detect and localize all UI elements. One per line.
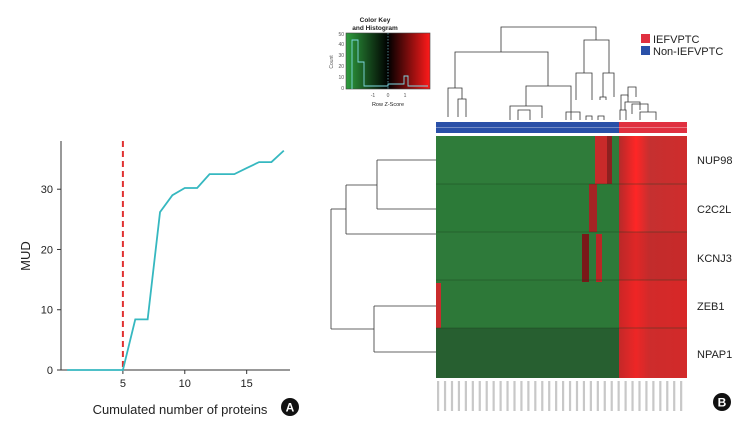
column-label-mark xyxy=(645,381,648,411)
column-label-mark xyxy=(596,381,599,411)
column-label-mark xyxy=(568,381,572,411)
heatmap-body xyxy=(436,136,687,378)
color-key-ylabel: Count xyxy=(329,55,335,69)
key-ytick: 30 xyxy=(338,53,344,59)
column-label-mark xyxy=(680,381,683,411)
column-label-mark xyxy=(603,381,606,411)
column-label-mark xyxy=(652,381,655,411)
column-label-mark xyxy=(575,381,579,411)
legend-label-iefvptc: IEFVPTC xyxy=(653,34,700,46)
column-label-mark xyxy=(527,381,530,411)
column-label-mark xyxy=(562,381,565,411)
x-tick-label: 15 xyxy=(241,378,253,390)
heatmap-cell-row3-green xyxy=(436,232,619,280)
column-label-mark xyxy=(610,381,613,411)
row-label: KCNJ3 xyxy=(697,253,732,265)
column-label-mark xyxy=(457,381,461,411)
x-tick-label: 10 xyxy=(179,378,191,390)
column-label-mark xyxy=(471,381,474,411)
heatmap-cell-highlight xyxy=(596,234,602,282)
color-key-title: Color Key xyxy=(360,17,391,24)
column-label-mark xyxy=(659,381,662,411)
legend-label-non-iefvptc: Non-IEFVPTC xyxy=(653,46,723,58)
y-axis-label: MUD xyxy=(18,241,33,271)
heatmap-cell-row1-green xyxy=(436,136,619,184)
column-label-mark xyxy=(492,381,495,411)
mud-series-line xyxy=(67,149,285,371)
key-ytick: 40 xyxy=(338,42,344,48)
panel-label-b: B xyxy=(713,393,731,411)
color-key-xlabel: Row Z-Score xyxy=(372,102,404,108)
panel-label-b-text: B xyxy=(718,396,727,410)
column-label-mark xyxy=(485,381,488,411)
row-labels: NUP98 C2C2L KCNJ3 ZEB1 NPAP1 xyxy=(697,155,732,361)
key-xtick: 0 xyxy=(387,93,390,99)
column-label-mark xyxy=(548,381,551,411)
y-tick-label: 20 xyxy=(41,244,53,256)
column-label-mark xyxy=(499,381,502,411)
legend-swatch-iefvptc xyxy=(641,34,650,43)
heatmap-cell-highlight xyxy=(595,136,607,184)
heatmap-cell-highlight xyxy=(589,184,597,232)
key-ytick: 0 xyxy=(341,86,344,92)
column-label-mark xyxy=(506,381,509,411)
color-key-histogram xyxy=(351,39,428,89)
row-label: C2C2L xyxy=(697,204,731,216)
column-label-mark xyxy=(673,381,676,411)
color-key: Color Key and Histogram 0 10 20 30 40 50… xyxy=(329,17,431,108)
row-label: ZEB1 xyxy=(697,301,725,313)
column-label-mark xyxy=(520,381,523,411)
y-tick-label: 30 xyxy=(41,184,53,196)
column-label-mark xyxy=(541,381,544,411)
color-key-subtitle: and Histogram xyxy=(352,25,398,32)
heatmap-cell-highlight xyxy=(607,136,612,184)
column-label-mark xyxy=(631,381,634,411)
column-label-mark xyxy=(617,381,620,411)
column-label-mark xyxy=(555,381,558,411)
x-tick-label: 5 xyxy=(120,378,126,390)
key-ytick: 20 xyxy=(338,64,344,70)
column-label-mark xyxy=(624,381,627,411)
row-dendrogram xyxy=(330,159,436,353)
x-axis-label: Cumulated number of proteins xyxy=(93,402,268,417)
y-ticks: 0 10 20 30 xyxy=(41,184,61,377)
row-label: NUP98 xyxy=(697,155,732,167)
key-ytick: 50 xyxy=(338,32,344,38)
column-label-mark xyxy=(666,381,669,411)
key-ytick: 10 xyxy=(338,75,344,81)
key-xtick: -1 xyxy=(371,93,376,99)
color-key-yticks: 0 10 20 30 40 50 xyxy=(338,32,344,92)
column-label-mark xyxy=(443,381,447,411)
column-label-mark xyxy=(582,381,586,411)
y-tick-label: 10 xyxy=(41,305,53,317)
panel-label-a: A xyxy=(281,398,299,416)
column-label-mark xyxy=(464,381,467,411)
column-label-mark xyxy=(513,381,516,411)
column-label-mark xyxy=(437,381,440,411)
heatmap-cell-highlight xyxy=(436,283,441,328)
column-label-mark xyxy=(450,381,454,411)
row-label: NPAP1 xyxy=(697,349,732,361)
column-label-mark xyxy=(638,381,641,411)
heatmap-cell-highlight xyxy=(582,234,589,282)
heatmap-cell-row4-green xyxy=(436,280,619,328)
heatmap-panel-b: Color Key and Histogram 0 10 20 30 40 50… xyxy=(329,17,732,411)
line-chart-panel-a: 0 10 20 30 5 10 15 MUD Cumulated number of pr… xyxy=(18,141,299,417)
y-tick-label: 0 xyxy=(47,365,53,377)
heatmap-cell-row5-green xyxy=(436,328,619,378)
group-legend: IEFVPTC Non-IEFVPTC xyxy=(641,34,723,58)
column-label-mark xyxy=(589,381,592,411)
x-ticks: 5 10 15 xyxy=(120,370,253,390)
panel-label-a-text: A xyxy=(286,401,295,415)
key-xtick: 1 xyxy=(404,93,407,99)
column-dendrogram xyxy=(447,26,657,120)
legend-swatch-non-iefvptc xyxy=(641,46,650,55)
heatmap-cell-row2-green xyxy=(436,184,619,232)
column-labels xyxy=(437,381,683,411)
column-label-mark xyxy=(478,381,481,411)
column-label-mark xyxy=(534,381,537,411)
